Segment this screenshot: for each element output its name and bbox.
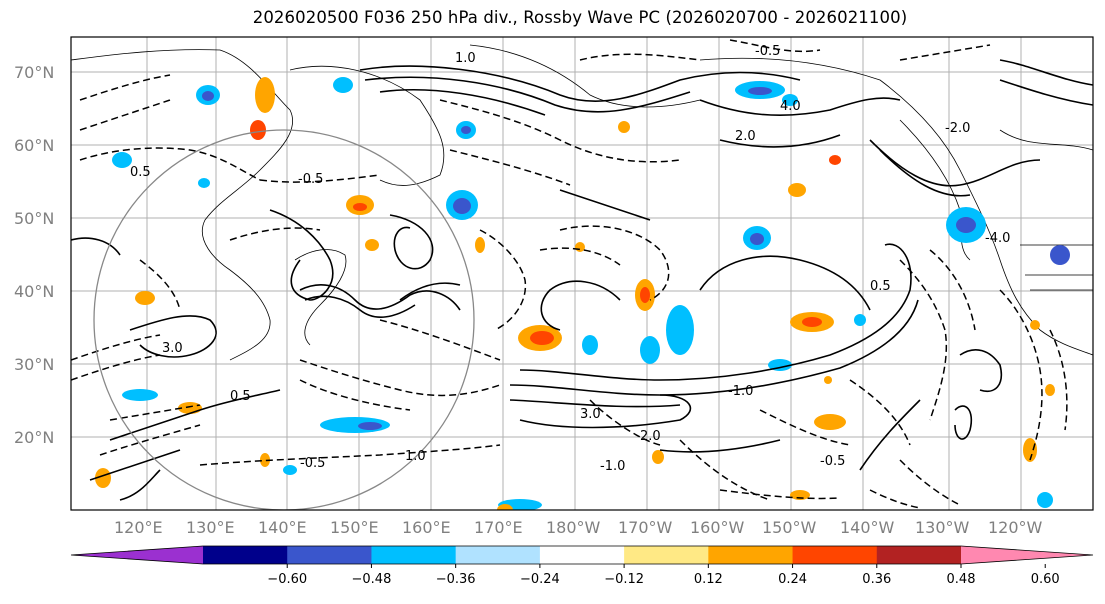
reference-circle bbox=[93, 129, 475, 510]
lon-label: 160°E bbox=[402, 518, 451, 537]
colorbar-tick-label: 0.12 bbox=[694, 572, 723, 587]
colorbar-tick-label: −0.48 bbox=[352, 572, 392, 587]
colorbar: −0.60 −0.48 −0.36 −0.24 −0.12 0.12 0.24 0.36 0.4… bbox=[70, 545, 1094, 587]
plot-title: 2026020500 F036 250 hPa div., Rossby Wav… bbox=[252, 8, 908, 27]
lon-label: 120°W bbox=[988, 518, 1043, 537]
lat-label: 40°N bbox=[14, 282, 54, 301]
colorbar-extend-low bbox=[71, 546, 203, 564]
lon-label: 170°E bbox=[474, 518, 523, 537]
lon-label: 170°W bbox=[618, 518, 673, 537]
lon-label: 150°W bbox=[762, 518, 817, 537]
lon-label: 130°W bbox=[915, 518, 970, 537]
contour-label: -1.0 bbox=[600, 459, 625, 474]
graticule bbox=[71, 37, 1093, 510]
contour-label: 0.5 bbox=[230, 389, 251, 404]
lon-label: 150°E bbox=[330, 518, 379, 537]
contour-label: 0.5 bbox=[870, 279, 891, 294]
colorbar-segment bbox=[203, 546, 288, 564]
colorbar-segment bbox=[539, 546, 625, 564]
lon-label: 160°W bbox=[690, 518, 745, 537]
colorbar-segment bbox=[792, 546, 878, 564]
lat-label: 50°N bbox=[14, 209, 54, 228]
contour-label: 2.0 bbox=[735, 129, 756, 144]
coastlines bbox=[71, 44, 1093, 361]
colorbar-segment bbox=[708, 546, 794, 564]
colorbar-segment bbox=[287, 546, 372, 564]
contour-label: -0.5 bbox=[298, 172, 323, 187]
colorbar-segment bbox=[624, 546, 709, 564]
contour-label: 2.0 bbox=[640, 429, 661, 444]
contour-label: -0.5 bbox=[300, 456, 325, 471]
colorbar-tick-label: 0.48 bbox=[947, 572, 976, 587]
lon-label: 130°E bbox=[186, 518, 235, 537]
colorbar-tick-label: −0.12 bbox=[604, 572, 644, 587]
divergence-patches bbox=[95, 77, 1070, 510]
contour-label: 4.0 bbox=[780, 99, 801, 114]
contour-labels: -0.5 0.5 1.0 -1.0 2.0 3.0 4.0 -2.0 -0.5 … bbox=[130, 44, 1010, 474]
colorbar-tick-label: 0.60 bbox=[1031, 572, 1060, 587]
dashed-contours bbox=[71, 39, 1068, 509]
colorbar-tick-label: −0.36 bbox=[436, 572, 476, 587]
lon-label: 140°E bbox=[258, 518, 307, 537]
colorbar-segment bbox=[876, 546, 962, 564]
lon-label: 180°W bbox=[546, 518, 601, 537]
contour-label: 3.0 bbox=[580, 407, 601, 422]
lat-label: 70°N bbox=[14, 63, 54, 82]
contour-label: 0.5 bbox=[130, 165, 151, 180]
contour-label: -0.5 bbox=[755, 44, 780, 59]
colorbar-extend-high bbox=[961, 546, 1093, 564]
contour-label: -0.5 bbox=[820, 454, 845, 469]
contour-label: 1.0 bbox=[455, 51, 476, 66]
lon-label: 140°W bbox=[840, 518, 895, 537]
colorbar-segment bbox=[371, 546, 457, 564]
lat-label: 60°N bbox=[14, 136, 54, 155]
colorbar-tick-label: −0.60 bbox=[267, 572, 307, 587]
contour-label: 3.0 bbox=[162, 341, 183, 356]
colorbar-outline bbox=[70, 545, 1094, 565]
colorbar-tick-label: 0.24 bbox=[778, 572, 807, 587]
longitude-labels: 120°E 130°E 140°E 150°E 160°E 170°E 180°… bbox=[114, 518, 1043, 537]
map-background bbox=[71, 37, 1093, 510]
contour-label: -4.0 bbox=[985, 231, 1010, 246]
lat-label: 30°N bbox=[14, 355, 54, 374]
solid-contours bbox=[71, 59, 1093, 501]
lat-label: 20°N bbox=[14, 428, 54, 447]
lon-label: 120°E bbox=[114, 518, 163, 537]
contour-label: -1.0 bbox=[728, 384, 753, 399]
latitude-labels: 70°N 60°N 50°N 40°N 30°N 20°N bbox=[14, 63, 54, 447]
contour-label: -2.0 bbox=[945, 121, 970, 136]
colorbar-tick-label: 0.36 bbox=[862, 572, 891, 587]
contour-label: 1.0 bbox=[405, 449, 426, 464]
colorbar-tick-label: −0.24 bbox=[520, 572, 560, 587]
colorbar-segment bbox=[455, 546, 541, 564]
map-frame bbox=[70, 36, 1094, 511]
